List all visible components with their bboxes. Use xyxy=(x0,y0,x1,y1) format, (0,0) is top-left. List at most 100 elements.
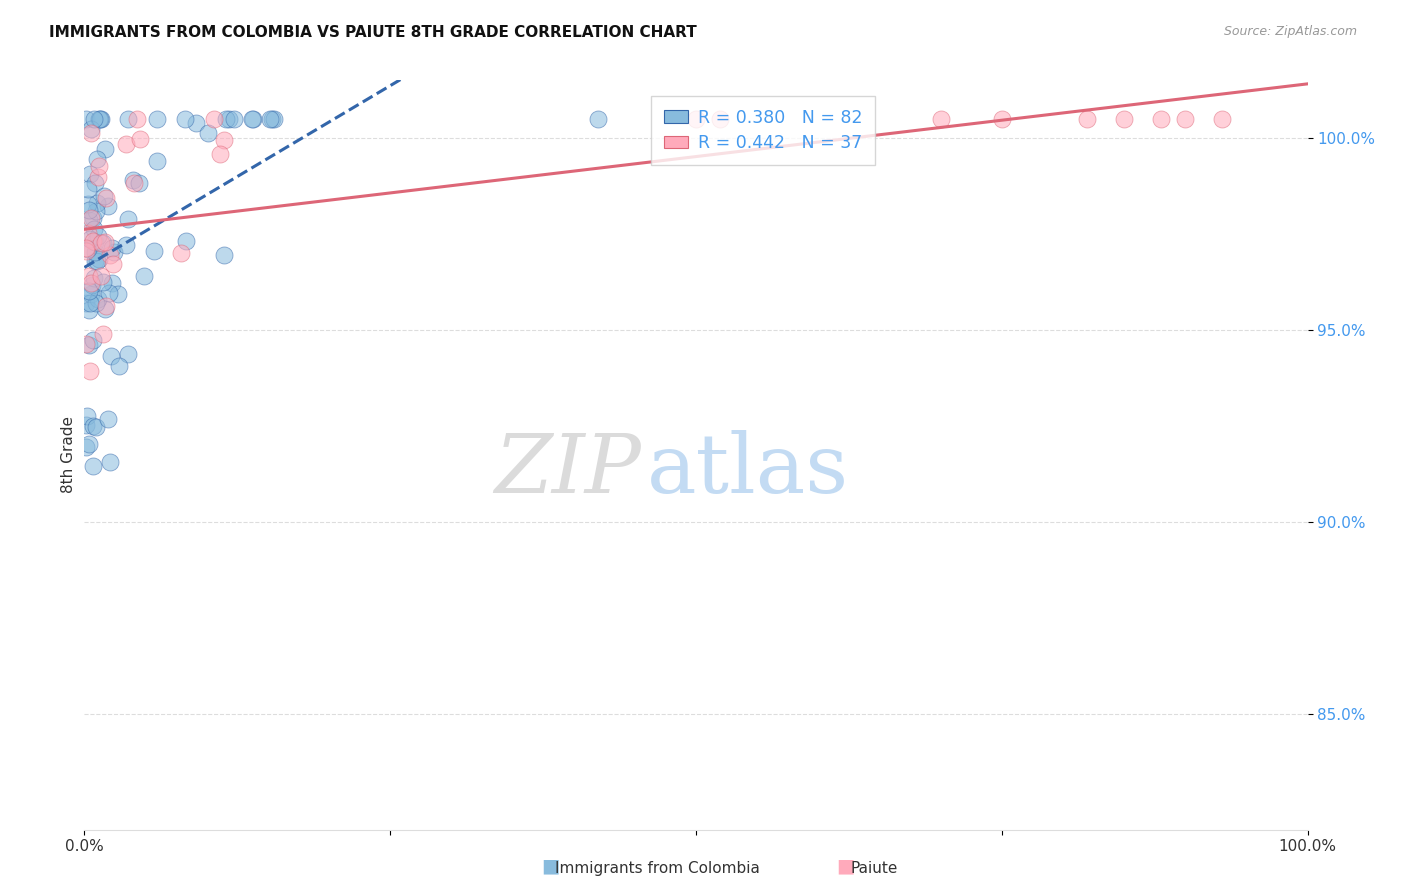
Point xyxy=(215,112,238,126)
Y-axis label: 8th Grade: 8th Grade xyxy=(60,417,76,493)
Point xyxy=(75,244,97,258)
Point xyxy=(242,112,264,126)
Point xyxy=(76,197,98,211)
Point xyxy=(170,245,193,260)
Point xyxy=(127,112,149,126)
Point xyxy=(176,234,198,248)
Point xyxy=(87,112,110,126)
Point xyxy=(128,132,150,146)
Point xyxy=(84,203,107,218)
Point xyxy=(80,211,103,225)
Point xyxy=(84,176,107,190)
Point xyxy=(98,286,121,301)
Point xyxy=(128,176,150,190)
Point xyxy=(93,189,115,203)
Point xyxy=(77,213,100,227)
Point xyxy=(101,241,124,255)
Point xyxy=(134,268,156,283)
Point xyxy=(79,284,101,298)
Point xyxy=(83,112,105,126)
Point xyxy=(202,112,225,126)
Point xyxy=(91,235,114,250)
Point xyxy=(97,411,120,425)
Point xyxy=(90,236,112,251)
Point xyxy=(1174,112,1197,126)
Point xyxy=(77,182,100,196)
Point xyxy=(709,112,731,126)
Point xyxy=(1076,112,1098,126)
Point xyxy=(77,226,100,240)
Point xyxy=(107,286,129,301)
Point xyxy=(76,409,98,423)
Point xyxy=(79,232,101,246)
Point xyxy=(117,211,139,226)
Point xyxy=(77,303,100,318)
Point xyxy=(1211,112,1233,126)
Text: ■: ■ xyxy=(837,857,855,876)
Point xyxy=(173,112,195,126)
Text: ZIP: ZIP xyxy=(494,430,641,510)
Text: Source: ZipAtlas.com: Source: ZipAtlas.com xyxy=(1223,25,1357,38)
Point xyxy=(108,359,131,373)
Point xyxy=(84,295,107,310)
Point xyxy=(79,167,101,181)
Point xyxy=(87,252,110,266)
Point xyxy=(96,299,118,313)
Text: ■: ■ xyxy=(541,857,560,876)
Point xyxy=(77,268,100,283)
Point xyxy=(184,116,207,130)
Point xyxy=(218,112,240,126)
Point xyxy=(77,203,100,218)
Point xyxy=(117,112,139,126)
Point xyxy=(97,199,120,213)
Point xyxy=(83,235,105,249)
Point xyxy=(87,228,110,243)
Legend: R = 0.380   N = 82, R = 0.442   N = 37: R = 0.380 N = 82, R = 0.442 N = 37 xyxy=(651,96,875,164)
Point xyxy=(91,327,114,342)
Point xyxy=(83,221,105,235)
Point xyxy=(84,420,107,434)
Point xyxy=(259,112,281,126)
Point xyxy=(75,440,97,454)
Point xyxy=(86,254,108,268)
Point xyxy=(82,419,104,434)
Point xyxy=(143,244,166,259)
Point xyxy=(75,337,97,351)
Point xyxy=(115,136,138,151)
Point xyxy=(87,169,110,184)
Point xyxy=(115,238,138,252)
Point xyxy=(89,159,111,173)
Point xyxy=(77,242,100,256)
Point xyxy=(82,211,104,226)
Point xyxy=(209,146,232,161)
Point xyxy=(86,196,108,211)
Point xyxy=(929,112,952,126)
Point xyxy=(98,455,121,469)
Point xyxy=(1150,112,1173,126)
Point xyxy=(212,248,235,262)
Point xyxy=(685,112,707,126)
Point xyxy=(82,234,104,248)
Point xyxy=(263,112,285,126)
Point xyxy=(146,153,169,168)
Point xyxy=(94,301,117,316)
Point xyxy=(98,247,121,261)
Point xyxy=(75,417,97,432)
Point xyxy=(991,112,1014,126)
Text: Immigrants from Colombia: Immigrants from Colombia xyxy=(555,861,761,876)
Point xyxy=(93,142,115,156)
Point xyxy=(79,296,101,310)
Point xyxy=(80,122,103,136)
Point xyxy=(224,112,246,126)
Point xyxy=(83,271,105,285)
Point xyxy=(586,112,609,126)
Text: IMMIGRANTS FROM COLOMBIA VS PAIUTE 8TH GRADE CORRELATION CHART: IMMIGRANTS FROM COLOMBIA VS PAIUTE 8TH G… xyxy=(49,25,697,40)
Point xyxy=(75,296,97,310)
Point xyxy=(82,333,104,347)
Point xyxy=(79,126,101,140)
Point xyxy=(100,349,122,363)
Point xyxy=(79,287,101,301)
Point xyxy=(77,338,100,352)
Point xyxy=(82,458,104,473)
Point xyxy=(84,254,107,268)
